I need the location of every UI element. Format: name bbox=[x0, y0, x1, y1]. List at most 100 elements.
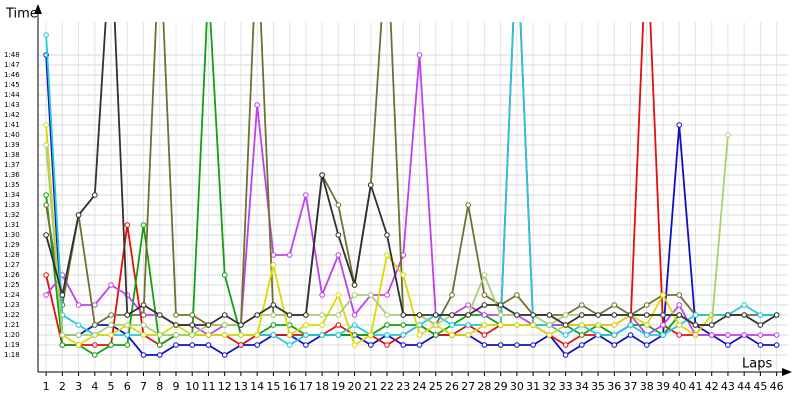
x-tick-label: 44 bbox=[737, 380, 751, 393]
x-tick-label: 32 bbox=[542, 380, 556, 393]
point bbox=[335, 332, 342, 338]
x-tick-label: 2 bbox=[59, 380, 66, 393]
x-tick-label: 6 bbox=[124, 380, 131, 393]
point bbox=[725, 132, 731, 138]
point bbox=[579, 312, 585, 318]
point bbox=[43, 32, 49, 38]
point bbox=[173, 342, 179, 348]
x-tick-label: 14 bbox=[250, 380, 264, 393]
point bbox=[579, 342, 585, 348]
point bbox=[692, 312, 699, 318]
y-tick-label: 1:34 bbox=[4, 191, 20, 199]
point bbox=[286, 342, 293, 348]
point bbox=[238, 332, 244, 338]
point bbox=[254, 312, 260, 318]
point bbox=[335, 312, 342, 318]
point bbox=[481, 292, 488, 298]
point bbox=[497, 342, 504, 348]
point bbox=[221, 322, 228, 328]
point bbox=[92, 332, 98, 338]
point bbox=[59, 332, 66, 338]
y-tick-label: 1:38 bbox=[4, 151, 20, 159]
point bbox=[741, 332, 747, 338]
point bbox=[156, 332, 163, 338]
x-tick-label: 22 bbox=[380, 380, 394, 393]
point bbox=[432, 332, 439, 338]
x-tick-label: 38 bbox=[640, 380, 654, 393]
point bbox=[497, 312, 504, 318]
y-tick-label: 1:28 bbox=[4, 251, 20, 259]
y-tick-label: 1:47 bbox=[4, 61, 20, 69]
point bbox=[384, 292, 390, 298]
point bbox=[75, 332, 82, 338]
point bbox=[140, 332, 147, 338]
point bbox=[59, 342, 66, 348]
x-tick-label: 40 bbox=[672, 380, 686, 393]
point bbox=[595, 312, 601, 318]
y-tick-label: 1:44 bbox=[4, 91, 20, 99]
point bbox=[270, 322, 277, 328]
point bbox=[108, 312, 114, 318]
point bbox=[286, 332, 293, 338]
point bbox=[416, 332, 423, 338]
x-tick-label: 23 bbox=[396, 380, 410, 393]
y-tick-label: 1:46 bbox=[4, 71, 20, 79]
y-tick-label: 1:36 bbox=[4, 171, 20, 179]
x-tick-label: 13 bbox=[234, 380, 248, 393]
point bbox=[384, 312, 390, 318]
point bbox=[221, 352, 228, 358]
point bbox=[643, 302, 650, 308]
point bbox=[676, 312, 683, 318]
point bbox=[384, 342, 390, 348]
point bbox=[562, 352, 569, 358]
point bbox=[465, 332, 471, 338]
point bbox=[189, 332, 196, 338]
point bbox=[303, 312, 309, 318]
point bbox=[660, 292, 666, 298]
point bbox=[384, 232, 390, 238]
point bbox=[384, 252, 390, 258]
x-tick-label: 28 bbox=[477, 380, 491, 393]
y-tick-label: 1:23 bbox=[4, 301, 20, 309]
x-tick-label: 7 bbox=[140, 380, 147, 393]
x-tick-label: 46 bbox=[770, 380, 784, 393]
x-tick-label: 9 bbox=[172, 380, 179, 393]
point bbox=[384, 322, 390, 328]
point bbox=[530, 342, 536, 348]
point bbox=[676, 292, 683, 298]
y-tick-label: 1:41 bbox=[4, 121, 20, 129]
y-tick-label: 1:20 bbox=[4, 331, 20, 339]
point bbox=[108, 282, 114, 288]
point bbox=[140, 302, 147, 308]
x-tick-label: 5 bbox=[108, 380, 115, 393]
y-tick-label: 1:31 bbox=[4, 221, 20, 229]
x-tick-label: 1 bbox=[43, 380, 50, 393]
point bbox=[303, 192, 309, 198]
point bbox=[725, 312, 731, 318]
y-tick-label: 1:45 bbox=[4, 81, 20, 89]
point bbox=[741, 302, 747, 308]
point bbox=[773, 332, 780, 338]
point bbox=[351, 282, 358, 288]
point bbox=[92, 342, 98, 348]
y-tick-label: 1:39 bbox=[4, 141, 20, 149]
x-tick-label: 15 bbox=[266, 380, 280, 393]
point bbox=[400, 342, 407, 348]
point bbox=[481, 302, 488, 308]
point bbox=[43, 272, 49, 278]
x-axis-label: Laps bbox=[742, 357, 772, 372]
point bbox=[140, 352, 147, 358]
point bbox=[757, 332, 764, 338]
point bbox=[449, 322, 455, 328]
point bbox=[124, 332, 131, 338]
point bbox=[579, 322, 585, 328]
point bbox=[611, 312, 618, 318]
x-tick-label: 25 bbox=[429, 380, 443, 393]
x-arrow bbox=[782, 368, 792, 376]
point bbox=[124, 222, 131, 228]
point bbox=[627, 312, 634, 318]
point bbox=[43, 192, 49, 198]
point bbox=[497, 322, 504, 328]
y-tick-label: 1:37 bbox=[4, 161, 20, 169]
point bbox=[757, 312, 764, 318]
